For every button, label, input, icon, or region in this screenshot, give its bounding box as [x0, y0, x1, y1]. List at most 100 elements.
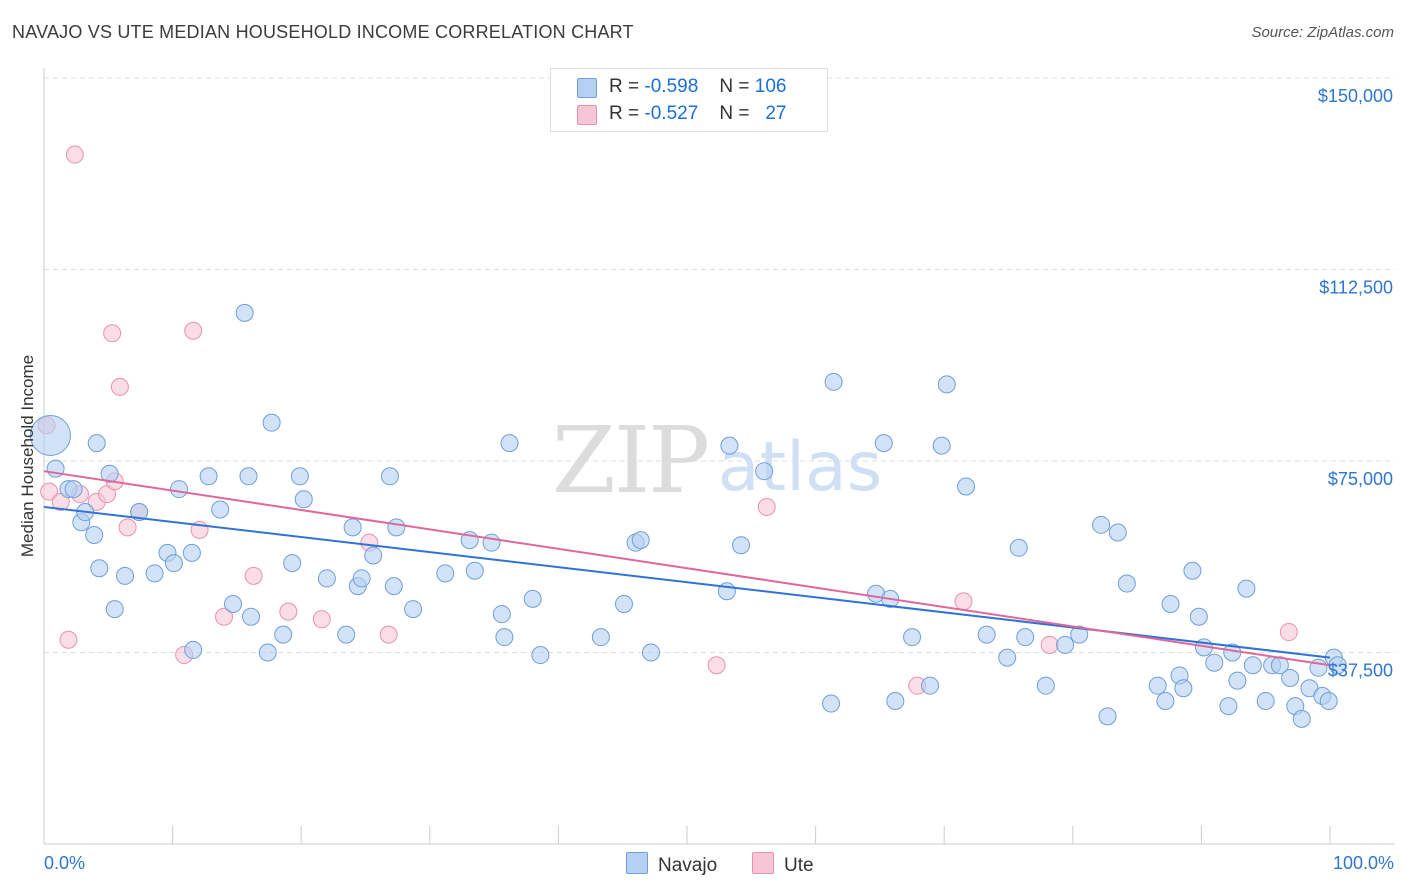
navajo-point — [1243, 656, 1262, 675]
navajo-point — [1161, 594, 1180, 613]
navajo-point — [465, 561, 484, 580]
ute-point — [1279, 623, 1298, 642]
navajo-point — [500, 434, 519, 453]
navajo-point — [631, 531, 650, 550]
navajo-point — [364, 546, 383, 565]
navajo-point — [921, 676, 940, 695]
ute-point — [65, 145, 84, 164]
navajo-point — [1098, 707, 1117, 726]
navajo-point — [1117, 574, 1136, 593]
series-legend-ute[interactable]: Ute — [752, 852, 814, 877]
navajo-point — [720, 436, 739, 455]
navajo-point — [957, 477, 976, 496]
navajo-point — [482, 533, 501, 552]
navajo-point — [387, 518, 406, 537]
navajo-point — [755, 462, 774, 481]
navajo-point — [495, 628, 514, 647]
series-name-ute: Ute — [784, 855, 814, 876]
legend-n-label: N = — [719, 103, 750, 124]
series-swatch-ute — [752, 852, 774, 874]
ute-point — [118, 518, 137, 537]
navajo-point — [384, 577, 403, 596]
navajo-point — [130, 503, 149, 522]
navajo-point — [886, 692, 905, 711]
watermark-atlas: atlas — [718, 428, 882, 507]
navajo-points — [29, 303, 1347, 728]
ute-point — [379, 625, 398, 644]
navajo-point — [182, 543, 201, 562]
ute-point — [954, 592, 973, 611]
navajo-point — [1156, 692, 1175, 711]
navajo-point — [641, 643, 660, 662]
ute-point — [40, 482, 59, 501]
navajo-point — [436, 564, 455, 583]
navajo-point — [1174, 679, 1193, 698]
x-min-label: 0.0% — [44, 853, 86, 873]
series-name-navajo: Navajo — [658, 855, 718, 876]
ute-point — [103, 324, 122, 343]
ute-point — [279, 602, 298, 621]
navajo-point — [1056, 635, 1075, 654]
navajo-point — [1092, 515, 1111, 534]
ute-point — [110, 377, 129, 396]
navajo-point — [932, 436, 951, 455]
navajo-point — [1070, 625, 1089, 644]
ute-point — [244, 566, 263, 585]
y-tick-labels: $37,500 $75,000 $112,500 $150,000 — [1318, 86, 1393, 681]
navajo-point — [874, 434, 893, 453]
navajo-point — [317, 569, 336, 588]
y-tick-label: $75,000 — [1328, 469, 1393, 489]
ute-trend-line — [43, 470, 1331, 667]
trend-lines — [43, 470, 1331, 667]
ute-point — [184, 321, 203, 340]
legend-r-label: R = — [609, 76, 640, 97]
navajo-point — [352, 569, 371, 588]
navajo-point — [1281, 669, 1300, 688]
navajo-point — [290, 467, 309, 486]
navajo-point — [614, 594, 633, 613]
navajo-point — [116, 566, 135, 585]
legend-r-value-ute: -0.527 — [644, 103, 699, 124]
navajo-trend-line — [43, 505, 1331, 659]
navajo-point — [732, 536, 751, 555]
navajo-point — [164, 554, 183, 573]
navajo-point — [170, 480, 189, 499]
navajo-point — [1205, 653, 1224, 672]
navajo-point — [822, 694, 841, 713]
navajo-point — [337, 625, 356, 644]
series-legend-navajo[interactable]: Navajo — [626, 852, 717, 877]
y-axis-label: Median Household Income — [18, 354, 37, 558]
ute-point — [215, 607, 234, 626]
navajo-point — [262, 413, 281, 432]
navajo-point — [235, 303, 254, 322]
ute-point — [757, 497, 776, 516]
legend-r-label: R = — [609, 103, 640, 124]
navajo-point — [1189, 607, 1208, 626]
axes — [43, 68, 1395, 845]
navajo-point — [1009, 538, 1028, 557]
navajo-point — [283, 554, 302, 573]
navajo-point — [239, 467, 258, 486]
stats-legend: R = -0.598 N = 106 R = -0.527 N = 27 — [550, 68, 828, 132]
navajo-point — [404, 600, 423, 619]
navajo-point — [1228, 671, 1247, 690]
navajo-point — [105, 600, 124, 619]
navajo-point — [211, 500, 230, 519]
navajo-point — [824, 372, 843, 391]
ute-point — [312, 610, 331, 629]
navajo-point — [1108, 523, 1127, 542]
navajo-point — [1319, 692, 1338, 711]
navajo-point — [1016, 628, 1035, 647]
x-max-label: 100.0% — [1332, 853, 1394, 873]
navajo-point — [591, 628, 610, 647]
navajo-point — [274, 625, 293, 644]
navajo-point-large — [29, 414, 71, 456]
navajo-point — [294, 490, 313, 509]
navajo-point — [1148, 676, 1167, 695]
navajo-point — [1183, 561, 1202, 580]
watermark-zip: ZIP — [552, 407, 708, 514]
navajo-point — [380, 467, 399, 486]
ute-point — [707, 656, 726, 675]
source-credit: Source: ZipAtlas.com — [1251, 24, 1394, 41]
